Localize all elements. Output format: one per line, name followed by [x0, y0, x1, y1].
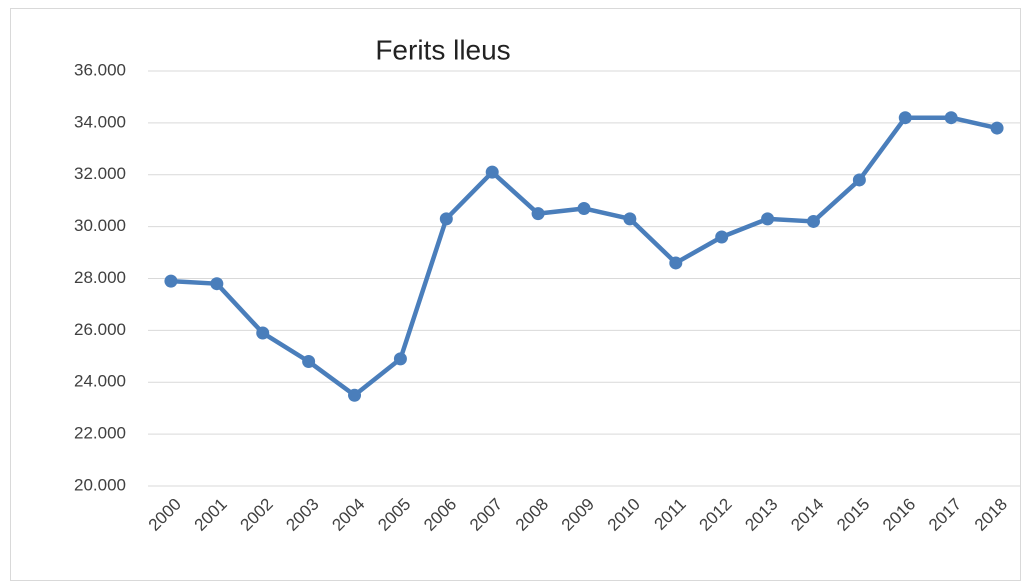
data-point [806, 214, 820, 228]
data-point [348, 388, 362, 402]
data-point [898, 111, 912, 125]
y-tick-label: 26.000 [74, 320, 126, 339]
y-tick-label: 32.000 [74, 164, 126, 183]
data-point [210, 277, 224, 291]
data-point [485, 165, 499, 179]
data-point [577, 201, 591, 215]
y-tick-label: 20.000 [74, 475, 126, 494]
y-tick-label: 36.000 [74, 60, 126, 79]
data-point [990, 121, 1004, 135]
data-point [164, 274, 178, 288]
y-tick-label: 30.000 [74, 216, 126, 235]
data-point [669, 256, 683, 270]
data-point [256, 326, 270, 340]
y-tick-label: 34.000 [74, 112, 126, 131]
data-point [715, 230, 729, 244]
data-point [302, 355, 316, 368]
y-tick-label: 22.000 [74, 424, 126, 443]
data-point [761, 212, 775, 226]
data-point [852, 173, 866, 187]
y-tick-label: 24.000 [74, 372, 126, 391]
chart-title: Ferits lleus [375, 34, 510, 65]
data-point [623, 212, 637, 226]
data-point [531, 207, 545, 221]
data-point [944, 111, 958, 125]
data-point [393, 352, 407, 366]
chart-border [10, 8, 1021, 581]
data-point [439, 212, 453, 226]
y-tick-label: 28.000 [74, 268, 126, 287]
